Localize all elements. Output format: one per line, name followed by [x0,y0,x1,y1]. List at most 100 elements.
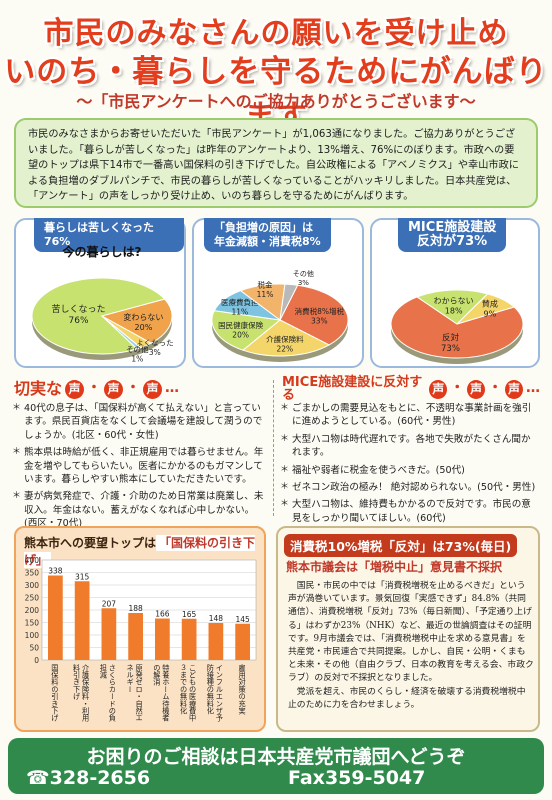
voices-right-title-prefix: MICE施設建設に反対する [282,374,423,403]
list-item: ゼネコン政治の極み！ 絶対認められない。(50代・男性) [280,481,540,495]
pie-chart-mice-slice [416,289,489,325]
bar-chart-bar [48,575,63,660]
pie-chart-mice-slice-value: 18% [445,307,463,316]
pie-panel-mice-tab-line2: 反対が73% [417,234,488,249]
voices-left-title-prefix: 切実な [14,379,63,399]
bar-chart-category-label: 国保料の引き下げ [50,664,59,723]
pie-chart-burden-slice-label: 国民健康保険 [218,320,263,330]
pie-chart-burden-slice-value: 33% [311,317,328,326]
pie-panel-burden-tab: 「負担増の原因」は 年金減額・消費税8% [204,218,331,252]
voices-right: MICE施設建設に反対する 声 ・ 声 ・ 声 … ごまかしの需要見込をもとに、… [280,374,540,523]
pie-chart-mice-slice-label: わからない [434,297,474,306]
footer-fax: Fax359-5047 [288,767,426,789]
tax-panel-paragraph-1: 国民・市民の中では「消費税増税を止めるべきだ」という声が渦巻いています。景気回復… [288,581,534,684]
pie-chart-living-slice-value: 1% [131,355,143,364]
pie-panel-living-tab: 暮らしは苦しくなった76% [34,218,184,252]
pie-chart-mice-slice-label: 反対 [442,333,460,344]
pie-chart-living-title: 今の暮らしは? [62,244,142,259]
headline-line2: いのち・暮らしを守るためにがんばります [4,54,548,135]
bar-chart-value-label: 207 [102,599,117,608]
footer-tel: ☎328-2656 [26,767,151,789]
bar-chart-value-label: 145 [235,615,250,624]
bar-chart-bar [208,623,224,660]
pie-chart-burden-slice-label: 税金 [258,280,273,290]
tax-panel-headline: 消費税10%増税「反対」は73%(毎日) [284,534,518,557]
bar-chart-tick-label: 200 [25,606,40,615]
list-item: ごまかしの需要見込をもとに、不透明な事業計画を強引に進めようとしている。(60代… [280,402,540,429]
voice-circle: 声 [143,379,163,399]
pie-panel-burden-tab-line1: 「負担増の原因」は [214,221,313,234]
pie-chart-burden-slice-label: 消費税8%増税 [295,306,345,316]
list-item: 妻が病気発症で、介護・介助のため日常業は廃業し、未収入。年金はない。蓄えがなくな… [12,490,266,530]
bar-chart-category-label: ネルギー [126,664,135,693]
voice-circle: 声 [429,379,448,399]
voices-right-list: ごまかしの需要見込をもとに、不透明な事業計画を強引に進めようとしている。(60代… [280,402,540,525]
bar-chart-value-label: 166 [155,610,170,619]
footer-message: お困りのご相談は日本共産党市議団へどうぞ [86,746,466,768]
voice-circle: 声 [65,379,85,399]
bar-chart-tick-label: 0 [34,656,39,665]
pie-chart-burden-slice [279,283,299,321]
list-item: 40代の息子は、「国保料が高くて払えない」と言っています。県民百貨店をなくして会… [12,402,266,442]
pie-chart-burden-slice [241,319,331,357]
bar-chart-category-label: 介護保険料・利用 [81,664,90,723]
voices-right-title-dots: … [525,380,540,397]
list-item: 大型ハコ物は、維持費もかかるので反対です。市民の意見をしっかり聞いてほしい。(6… [280,498,540,525]
voices-divider [273,380,274,516]
voices-left-title-dots: … [165,380,180,397]
bar-chart-category-label: 防接種の無料化 [206,663,215,715]
pie-chart-living-slice [101,315,142,350]
bar-chart-bar [235,623,250,660]
voices-left-title: 切実な 声 ・ 声 ・ 声 … [14,379,180,399]
pie-panel-mice-tab-line1: MICE施設建設 [408,220,497,235]
bar-chart-category-label: 原発ゼロ・自然エ [135,664,144,722]
pie-chart-mice-slice [456,293,516,325]
tax-panel-body: 国民・市民の中では「消費税増税を止めるべきだ」という声が渦巻いています。景気回復… [288,580,534,712]
pie-panel-mice-tab: MICE施設建設 反対が73% [398,218,507,252]
bar-chart-panel: 熊本市への要望トップは 「国保料の引き下げ」 400 350 300 250 200 150… [14,526,266,732]
bar-chart-value-label: 315 [75,572,90,581]
bar-chart-category-label: 料引き下げ [73,663,82,701]
pie-chart-mice-slice-value: 9% [484,309,497,318]
pie-chart-living-slice-label: その他 [126,344,149,354]
pie-panel-living: 暮らしは苦しくなった76% 今の暮らしは? 苦しくなった 76% 変わらない 20% よく… [14,218,186,368]
bar-chart-tick-label: 50 [29,644,39,653]
bar-chart-value-label: 188 [128,604,143,613]
voices-left-list: 40代の息子は、「国保料が高くて払えない」と言っています。県民百貨店をなくして会… [12,402,266,531]
voice-circle: 声 [104,379,124,399]
tax-panel: 消費税10%増税「反対」は73%(毎日) 熊本市議会は「増税中止」意見書不採択 … [276,526,540,732]
bar-chart-category-label: こどもの医療費中 [189,664,198,723]
bar-chart-bar [155,618,170,660]
pie-chart-burden-slice-value: 22% [277,345,294,354]
voices-right-title: MICE施設建設に反対する 声 ・ 声 ・ 声 … [282,374,540,403]
pie-chart-burden-slice-value: 20% [232,330,249,339]
bar-chart-tick-label: 300 [25,581,40,590]
voice-circle: 声 [505,379,523,399]
intro-text: 市民のみなさまからお寄せいただいた「市民アンケート」が1,063通になりました。… [28,129,519,202]
pie-chart-living-slice-value: 76% [69,316,89,326]
pie-chart-burden-slice-label: 医療費負担 [221,297,259,307]
bar-chart-tick-label: 350 [25,569,40,578]
pie-chart-living-slice-label: 苦しくなった [52,303,106,315]
pie-chart-burden-slice-value: 11% [231,308,248,317]
list-item: 熊本県は時給が低く、非正規雇用では暮らせません。年金を増やしてもらいたい。医者に… [12,446,266,486]
intro-box: 市民のみなさまからお寄せいただいた「市民アンケート」が1,063通になりました。… [14,118,538,208]
pie-panel-burden-tab-line2: 年金減額・消費税8% [214,235,321,248]
pie-chart-mice-slice-value: 73% [441,344,460,354]
pie-panel-mice: MICE施設建設 反対が73% 反対 73% わからない 18% 賛成 9% [370,218,540,368]
pie-chart-burden-slice-value: 3% [298,279,309,287]
pie-chart-burden-slice-label: 介護保険料 [266,334,304,344]
voice-circle: 声 [467,379,486,399]
bar-chart-tick-label: 400 [25,556,40,565]
tax-panel-subheadline: 熊本市議会は「増税中止」意見書不採択 [286,560,503,574]
bar-chart-category-label: 特養ホーム待機者 [162,663,171,722]
bar-chart: 400 350 300 250 200 150 100 50 0 338 315 207 188 166 1… [25,556,257,723]
headline-line1: 市民のみなさんの願いを受け止め [43,16,509,51]
bar-chart-category-label: の解消 [153,664,162,687]
pie-chart-living-slice-label: よくなった [136,338,174,347]
pie-panel-burden: 「負担増の原因」は 年金減額・消費税8% 消費税8%増税 33% 介護保険料 22% 国… [192,218,364,368]
bar-chart-bar [128,613,143,660]
pie-chart-burden: 消費税8%増税33%介護保険料22%国民健康保険20%医療費負担11%税金11%… [211,269,349,362]
